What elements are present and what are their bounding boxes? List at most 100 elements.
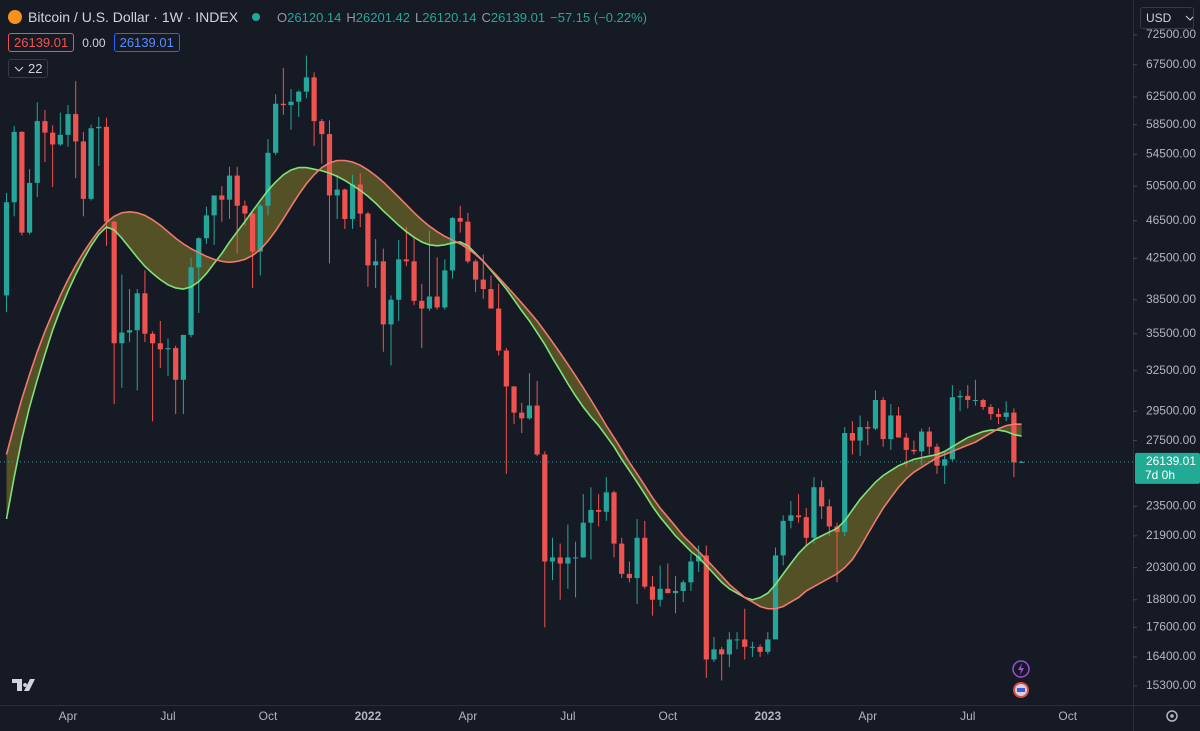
candle-body [849,433,855,441]
countdown-label: 7d 0h [1145,468,1175,482]
candle-body [73,114,79,142]
x-tick-label: Oct [259,709,278,723]
candle-body [411,261,417,301]
candle-body [357,184,363,214]
candle-body [65,114,71,135]
logo[interactable] [12,679,35,691]
candle-body [811,487,817,538]
symbol-title[interactable]: Bitcoin / U.S. Dollar · 1W · INDEX [28,9,239,25]
candle-body [249,213,256,252]
candle-body [603,492,609,512]
sell-button[interactable]: 26139.01 [8,33,75,52]
candle-body [396,259,402,300]
candle-body [326,134,333,196]
candle-body [596,509,602,512]
symbol-icon [8,10,22,24]
candle-body [842,433,848,533]
ohlc-value: 26120.14 [287,9,342,25]
x-tick-label: Oct [1058,709,1077,723]
candle-body [496,308,502,351]
ohlc-label: C [481,9,491,25]
last-price-tag [1135,452,1200,484]
candle-body [3,202,10,296]
candle-body [565,557,571,564]
candle-body [626,573,632,579]
candle-body [757,646,763,652]
candle-body [11,131,17,203]
settings-icon[interactable] [1166,710,1178,722]
candle-body [188,267,194,335]
y-tick-label: 23500.00 [1146,499,1196,513]
candle-body [965,395,971,401]
x-tick-label: Jul [560,709,575,723]
candle-body [388,299,394,325]
candle-body [680,582,686,591]
indicator-line [5,166,1022,601]
candle-body [226,175,233,200]
candle-body [572,557,579,559]
candle-body [150,333,156,344]
candle-body [111,221,117,344]
currency: USD [1146,11,1172,25]
candle-body [634,537,640,579]
market-status[interactable] [252,13,261,21]
candle-body [349,184,356,219]
candle-body [96,126,102,129]
y-tick-label: 21900.00 [1146,528,1196,542]
candle-body [549,557,556,562]
ohlc-label: H [346,9,356,25]
candle-body [857,427,863,441]
candle-body [480,279,486,290]
candle-body [534,405,540,455]
candle-body [157,343,163,350]
candle-body [319,121,325,135]
y-tick-label: 46500.00 [1146,213,1196,227]
alert-icon[interactable] [1012,660,1030,678]
candle-body [57,134,63,145]
candle-body [742,639,748,647]
y-tick-label: 58500.00 [1146,117,1196,131]
candle-body [895,415,902,438]
y-tick-label: 42500.00 [1146,251,1196,265]
y-tick-label: 62500.00 [1146,89,1196,103]
y-tick-label: 32500.00 [1146,363,1196,377]
indicators-toggle[interactable]: 22 [8,59,49,78]
candle-body [772,555,779,640]
candle-body [642,537,648,587]
candle-body [819,487,825,507]
currency-select[interactable]: USD [1140,7,1194,29]
candle-body [26,182,33,233]
candle-body [257,205,263,252]
candle-body [442,270,448,308]
candle-body [34,121,40,183]
candle-body [803,517,809,538]
candle-body [688,561,694,583]
candle-body [665,588,671,594]
candle-body [465,221,471,262]
candle-body [557,557,563,564]
candle-body [103,126,110,222]
candle-body [719,649,725,655]
candle-body [980,400,986,407]
x-tick-label: Jul [960,709,975,723]
candle-body [211,195,217,216]
candle-body [949,397,955,460]
buy-button[interactable]: 26139.01 [113,33,180,52]
x-tick-label: Apr [59,709,78,723]
candle-body [711,649,717,660]
chevron-icon [14,66,24,72]
candle-body [280,103,286,106]
candle-body [472,261,479,280]
candle-body [419,300,425,309]
candle-body [365,213,371,266]
event-icon[interactable] [1013,682,1029,698]
indicators-row: 22 [8,59,49,78]
candle-body [588,509,594,523]
candle-body [342,189,348,219]
candle-body [888,415,894,440]
candle-body [726,639,732,655]
candle-body [311,77,317,122]
y-tick-label: 67500.00 [1146,57,1196,71]
candle-body [180,334,186,380]
